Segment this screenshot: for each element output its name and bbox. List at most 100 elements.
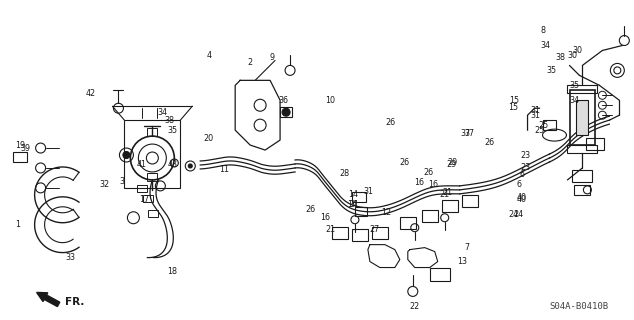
Text: 43: 43 [167, 160, 178, 170]
Bar [280, 107, 292, 117]
Text: 34: 34 [157, 108, 167, 117]
Text: 7: 7 [464, 243, 469, 252]
Text: 6: 6 [516, 180, 521, 189]
Text: 25: 25 [538, 121, 548, 130]
Text: 42: 42 [86, 89, 96, 98]
Text: 4: 4 [207, 51, 212, 60]
Bar [430, 268, 450, 282]
Bar [124, 120, 180, 188]
Bar [400, 217, 416, 229]
Text: 29: 29 [448, 158, 458, 167]
Bar [571, 90, 595, 145]
Text: S04A-B0410B: S04A-B0410B [550, 302, 609, 311]
Text: 39: 39 [20, 144, 30, 153]
Bar [148, 210, 158, 217]
Text: 30: 30 [567, 51, 578, 60]
Text: 16: 16 [320, 213, 330, 222]
Text: 26: 26 [484, 138, 495, 147]
Text: 22: 22 [410, 302, 420, 311]
Text: 23: 23 [521, 164, 531, 172]
Text: 15: 15 [510, 96, 520, 105]
Text: 24: 24 [508, 210, 519, 219]
Circle shape [282, 108, 290, 116]
Text: 31: 31 [364, 188, 374, 196]
Text: 16: 16 [414, 179, 424, 188]
Text: 33: 33 [65, 253, 75, 262]
Text: 35: 35 [547, 66, 557, 75]
Text: 16: 16 [428, 180, 437, 189]
Bar [586, 138, 604, 150]
Text: 32: 32 [100, 180, 110, 189]
Text: 28: 28 [339, 169, 349, 179]
Bar [567, 145, 597, 153]
Text: 37: 37 [461, 129, 470, 138]
Text: 8: 8 [540, 26, 545, 35]
Text: 21: 21 [325, 225, 335, 234]
Bar [576, 100, 588, 135]
Text: 30: 30 [573, 46, 583, 55]
Bar [573, 170, 592, 182]
Bar [462, 195, 477, 207]
Circle shape [123, 152, 130, 158]
Text: 1: 1 [15, 220, 20, 229]
Text: 12: 12 [381, 208, 391, 217]
Text: 31: 31 [350, 200, 360, 209]
Text: 14: 14 [347, 200, 357, 209]
Bar [13, 152, 27, 162]
Text: 38: 38 [555, 53, 566, 62]
Text: 27: 27 [370, 225, 380, 234]
Text: 24: 24 [514, 210, 524, 219]
Text: 34: 34 [541, 41, 550, 50]
Bar [352, 192, 366, 202]
Bar [442, 200, 458, 212]
Text: 40: 40 [517, 193, 527, 202]
Text: 34: 34 [569, 96, 579, 105]
Circle shape [188, 164, 192, 168]
Text: 26: 26 [400, 158, 410, 167]
Text: 20: 20 [203, 133, 213, 143]
Text: 18: 18 [167, 267, 178, 276]
Bar [422, 210, 437, 222]
Text: 10: 10 [325, 96, 335, 105]
Text: 21: 21 [439, 190, 450, 199]
Text: 19: 19 [16, 140, 26, 149]
Bar [138, 185, 147, 192]
Text: 40: 40 [517, 195, 527, 204]
FancyArrow shape [37, 292, 60, 307]
Bar [543, 120, 557, 130]
Text: 36: 36 [278, 96, 288, 105]
Text: 23: 23 [521, 150, 531, 160]
Text: 17: 17 [139, 195, 150, 204]
Text: 21: 21 [443, 188, 453, 197]
Text: 25: 25 [534, 126, 545, 135]
Text: 31: 31 [531, 106, 541, 115]
Text: 15: 15 [508, 103, 519, 112]
Bar [147, 173, 157, 181]
Text: 2: 2 [248, 58, 253, 67]
Text: 31: 31 [531, 111, 541, 120]
Text: 26: 26 [305, 205, 315, 214]
Text: 35: 35 [167, 126, 178, 135]
Text: 13: 13 [456, 257, 467, 266]
Text: FR.: FR. [65, 297, 84, 308]
Bar [352, 229, 368, 241]
Text: 14: 14 [348, 190, 358, 199]
Text: 38: 38 [164, 116, 174, 125]
Text: 29: 29 [446, 160, 457, 170]
Bar [355, 207, 367, 216]
Bar [574, 185, 590, 195]
Bar [147, 128, 157, 136]
Bar [143, 195, 153, 202]
Text: 9: 9 [269, 53, 275, 62]
Text: 6: 6 [519, 171, 524, 180]
Text: 35: 35 [569, 81, 579, 90]
Text: 3: 3 [119, 177, 124, 187]
Text: 37: 37 [465, 129, 475, 138]
Text: 11: 11 [219, 165, 230, 174]
Bar [567, 85, 597, 93]
Text: 26: 26 [385, 118, 396, 127]
Text: 26: 26 [424, 168, 434, 178]
Bar [372, 227, 388, 239]
Bar [332, 227, 348, 239]
Text: 41: 41 [136, 160, 146, 170]
